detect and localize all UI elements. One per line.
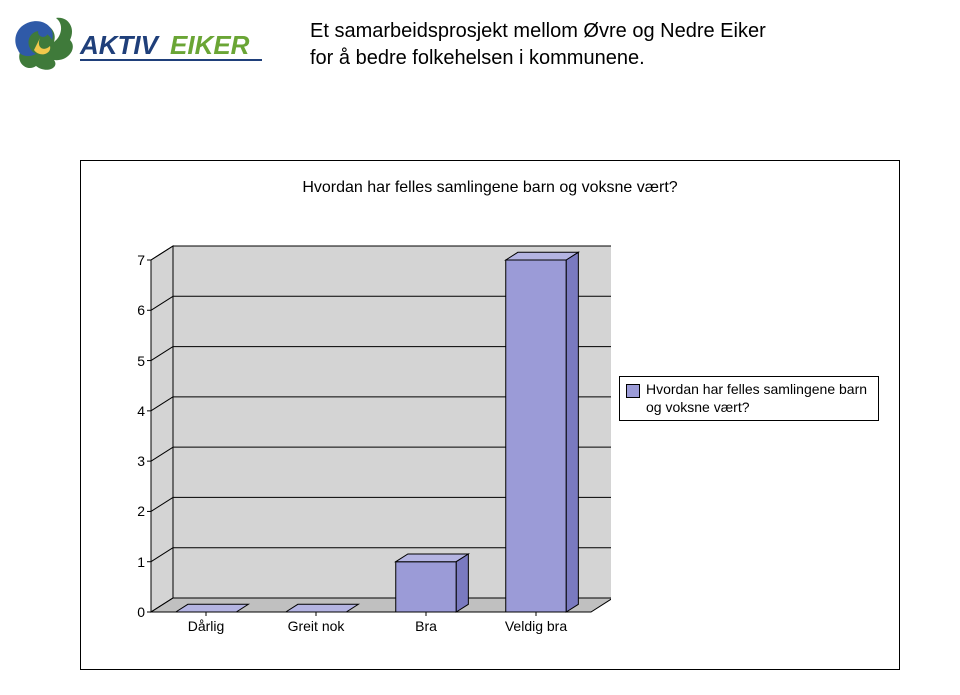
header-subtitle: Et samarbeidsprosjekt mellom Øvre og Ned… [310, 18, 870, 72]
y-tick-label: 4 [137, 403, 145, 419]
y-tick-label: 1 [137, 554, 145, 570]
x-tick-label: Dårlig [188, 618, 225, 634]
header-line-1: Et samarbeidsprosjekt mellom Øvre og Ned… [310, 18, 870, 45]
bar-chart: 0 1 2 3 4 5 6 7 Dårlig Greit nok Bra Veldig bra [111, 236, 611, 646]
y-tick-label: 5 [137, 353, 145, 369]
y-tick-label: 7 [137, 252, 145, 268]
brand-word-1: AKTIV [79, 30, 161, 60]
chart-title: Hvordan har felles samlingene barn og vo… [81, 179, 899, 197]
y-tick-label: 0 [137, 604, 145, 620]
x-tick-label: Veldig bra [505, 618, 567, 634]
brand-word-2: EIKER [170, 30, 250, 60]
legend-swatch [626, 384, 640, 398]
brand-logo: AKTIV EIKER [10, 10, 270, 80]
chart-container: Hvordan har felles samlingene barn og vo… [80, 160, 900, 670]
x-tick-label: Greit nok [288, 618, 345, 634]
header-line-2: for å bedre folkehelsen i kommunene. [310, 45, 870, 72]
y-tick-label: 3 [137, 453, 145, 469]
y-tick-label: 2 [137, 503, 145, 519]
legend: Hvordan har felles samlingene barn og vo… [619, 376, 879, 421]
y-tick-label: 6 [137, 302, 145, 318]
legend-label: Hvordan har felles samlingene barn og vo… [646, 381, 872, 416]
x-tick-label: Bra [415, 618, 437, 634]
